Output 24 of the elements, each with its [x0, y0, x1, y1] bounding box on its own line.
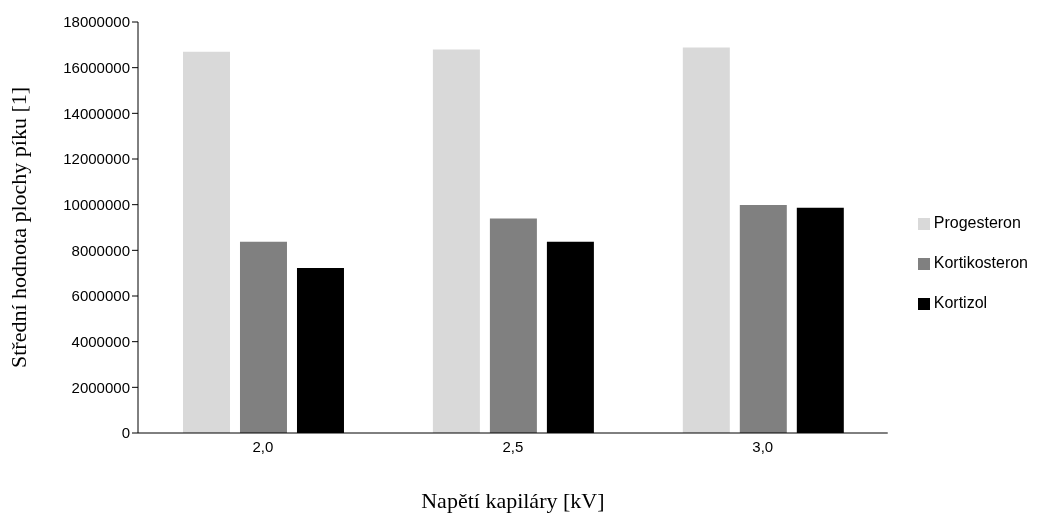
x-tick-label: 2,5: [502, 437, 524, 455]
x-tick-label: 3,0: [752, 437, 774, 455]
y-tick-label: 18000000: [63, 13, 130, 31]
y-axis-title: Střední hodnota plochy píku [1]: [5, 86, 31, 369]
bar: [682, 47, 730, 433]
legend-label: Kortizol: [933, 294, 988, 311]
bar: [432, 49, 480, 433]
bar: [239, 241, 287, 433]
legend-label: Progesteron: [933, 214, 1021, 231]
y-tick-label: 2000000: [71, 378, 130, 396]
legend-label: Kortikosteron: [933, 254, 1028, 271]
bar: [182, 51, 230, 433]
y-tick-label: 6000000: [71, 287, 130, 305]
y-tick-label: 14000000: [63, 104, 130, 122]
bar: [739, 204, 787, 433]
y-tick-label: 0: [121, 424, 130, 442]
y-tick-label: 10000000: [63, 195, 130, 213]
y-tick-label: 8000000: [71, 241, 130, 259]
bar: [489, 218, 537, 433]
x-tick-label: 2,0: [252, 437, 274, 455]
y-tick-label: 16000000: [63, 58, 130, 76]
x-axis-title: Napětí kapiláry [kV]: [421, 488, 605, 513]
y-tick-label: 4000000: [71, 332, 130, 350]
y-tick-label: 12000000: [63, 150, 130, 168]
